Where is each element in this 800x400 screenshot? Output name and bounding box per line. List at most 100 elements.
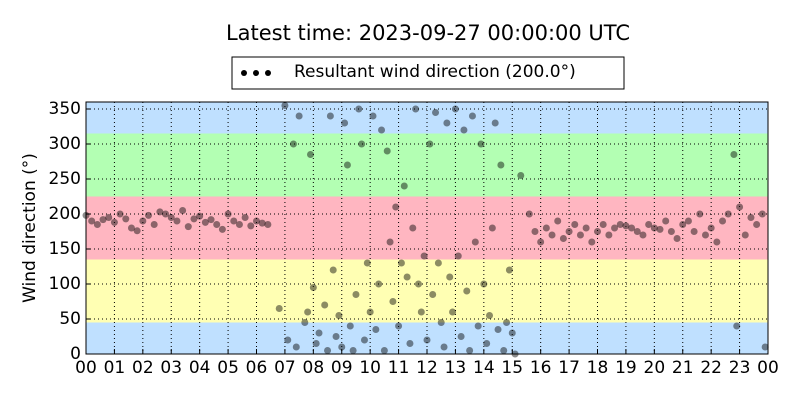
legend-marker xyxy=(265,70,271,76)
y-tick-label: 150 xyxy=(49,239,81,259)
point xyxy=(116,210,124,218)
point xyxy=(173,217,181,225)
point xyxy=(576,231,584,239)
chart-title: Latest time: 2023-09-27 00:00:00 UTC xyxy=(226,21,630,45)
point xyxy=(491,119,499,127)
y-tick-label: 200 xyxy=(49,204,81,224)
point xyxy=(571,221,579,228)
point xyxy=(494,326,502,333)
point xyxy=(517,172,525,179)
point xyxy=(93,221,101,228)
point xyxy=(565,228,573,235)
x-tick-label: 09 xyxy=(331,358,353,378)
point xyxy=(582,224,590,232)
point xyxy=(662,217,670,225)
point xyxy=(741,231,749,239)
x-tick-label: 10 xyxy=(359,358,381,378)
point xyxy=(341,119,349,127)
x-tick-label: 21 xyxy=(672,358,694,378)
point xyxy=(292,343,300,351)
point xyxy=(684,217,692,225)
point xyxy=(145,211,153,219)
point xyxy=(471,238,479,246)
point xyxy=(235,221,243,228)
x-tick-label: 04 xyxy=(189,358,211,378)
point xyxy=(289,140,297,148)
point xyxy=(224,210,232,218)
point xyxy=(315,329,323,337)
point xyxy=(378,126,386,134)
point xyxy=(696,210,704,218)
point xyxy=(724,210,732,218)
point xyxy=(375,280,383,288)
point xyxy=(429,291,437,298)
y-tick-label: 0 xyxy=(70,344,81,364)
point xyxy=(420,252,428,260)
point xyxy=(457,333,465,340)
point xyxy=(500,347,508,354)
point xyxy=(213,221,221,228)
x-tick-label: 12 xyxy=(416,358,438,378)
point xyxy=(369,112,377,120)
point xyxy=(483,340,491,347)
point xyxy=(324,347,332,354)
point xyxy=(326,112,334,120)
point xyxy=(667,228,675,235)
point xyxy=(312,340,320,347)
point xyxy=(258,219,266,227)
x-tick-label: 00 xyxy=(75,358,97,378)
point xyxy=(403,273,411,281)
x-tick-label: 00 xyxy=(757,358,779,378)
point xyxy=(690,228,698,235)
point xyxy=(488,224,496,232)
point xyxy=(594,228,601,235)
point xyxy=(437,319,445,326)
y-axis-label: Wind direction (°) xyxy=(20,153,40,303)
point xyxy=(747,214,755,221)
point xyxy=(247,222,255,230)
point xyxy=(423,336,431,344)
x-tick-label: 02 xyxy=(132,358,154,378)
point xyxy=(451,105,459,113)
point xyxy=(554,217,562,225)
point xyxy=(548,231,556,239)
point xyxy=(497,161,505,169)
point xyxy=(133,227,141,235)
legend-marker xyxy=(253,70,259,76)
point xyxy=(218,225,226,233)
point xyxy=(588,238,596,246)
x-tick-label: 05 xyxy=(217,358,239,378)
point xyxy=(309,284,317,291)
point xyxy=(440,343,448,351)
point xyxy=(713,238,721,246)
point xyxy=(397,259,405,267)
point xyxy=(363,259,371,267)
point xyxy=(196,212,204,220)
point xyxy=(460,126,468,134)
point xyxy=(679,221,687,228)
point xyxy=(306,151,314,158)
point xyxy=(463,287,471,295)
point xyxy=(301,319,309,326)
legend-marker xyxy=(241,70,247,76)
x-tick-label: 18 xyxy=(587,358,609,378)
point xyxy=(190,215,198,223)
point xyxy=(162,210,170,218)
point xyxy=(295,112,303,120)
point xyxy=(736,203,744,211)
plot-frame xyxy=(85,101,769,355)
point xyxy=(719,217,727,225)
point xyxy=(434,259,442,267)
point xyxy=(486,312,494,319)
point xyxy=(207,216,215,224)
point xyxy=(466,347,474,354)
point xyxy=(389,298,397,305)
point xyxy=(446,273,454,281)
point xyxy=(372,326,380,333)
point xyxy=(346,322,354,330)
legend-box xyxy=(231,56,625,90)
point xyxy=(730,151,738,158)
point xyxy=(531,228,539,235)
point xyxy=(426,140,434,148)
point xyxy=(599,221,607,228)
